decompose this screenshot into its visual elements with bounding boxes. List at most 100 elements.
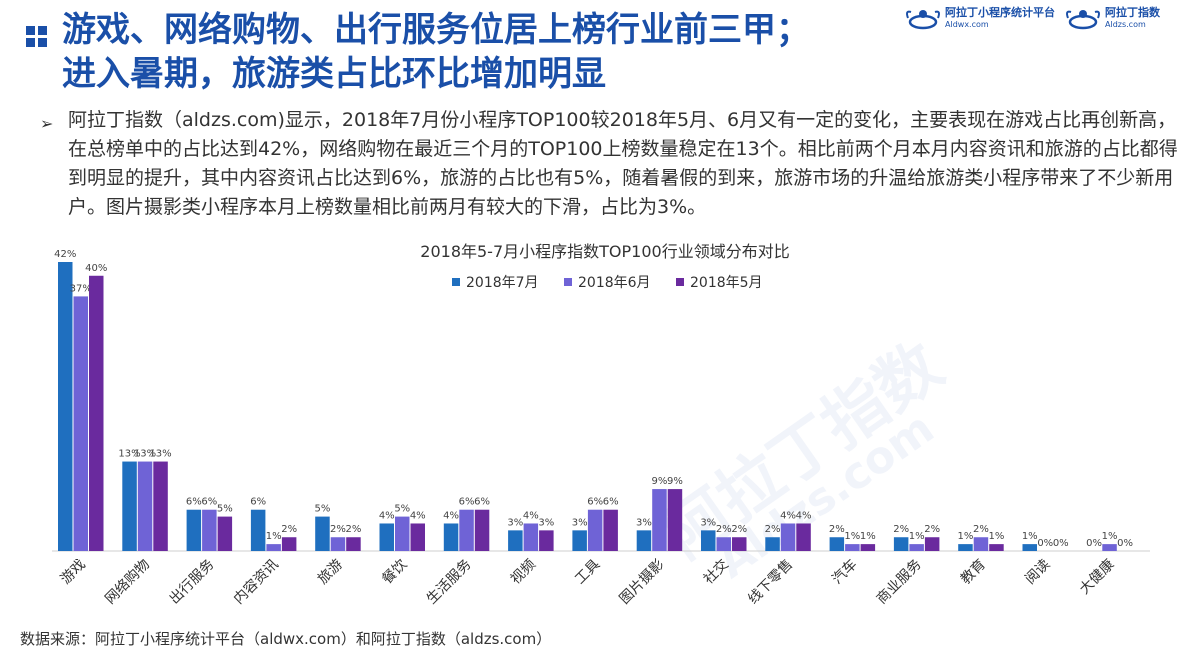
data-label-2-2: 5% [217,504,233,515]
legend-label-1: 2018年6月 [578,275,651,291]
chart-title: 2018年5-7月小程序指数TOP100行业领域分布对比 [420,242,789,261]
logo-group: 阿拉丁小程序统计平台 Aldwx.com 阿拉丁指数 Aldzs.com [905,6,1160,32]
bar-6-2 [474,509,490,551]
data-label-1-0: 13% [118,449,140,460]
bar-4-0 [315,516,330,551]
data-label-10-2: 2% [731,524,747,535]
data-label-9-1: 9% [652,476,668,487]
category-label-4: 旅游 [315,557,346,588]
bar-7-0 [508,530,523,551]
data-label-13-2: 2% [924,524,940,535]
category-label-6: 生活服务 [424,557,475,608]
data-label-12-1: 1% [844,531,860,542]
bar-10-0 [701,530,716,551]
bar-0-1 [73,296,88,551]
bar-5-1 [395,516,410,551]
aldzs-logo-url: Aldzs.com [1105,20,1146,29]
bar-chart: 2018年5-7月小程序指数TOP100行业领域分布对比 2018年7月 2018年… [52,242,1150,608]
bar-2-1 [202,509,217,551]
data-label-16-0: 0% [1086,538,1102,549]
bar-2-2 [217,516,233,551]
category-label-12: 汽车 [829,556,861,588]
bar-9-1 [652,489,667,551]
bullet-arrow-icon: ➢ [40,114,54,133]
bar-13-0 [893,537,909,551]
category-label-2: 出行服务 [167,557,218,608]
aldzs-logo-name: 阿拉丁指数 [1105,6,1160,19]
bar-14-2 [989,544,1004,551]
data-label-4-2: 2% [346,524,362,535]
data-label-1-2: 13% [149,449,171,460]
data-label-6-0: 4% [443,510,459,521]
category-label-11: 线下零售 [745,557,796,608]
data-label-6-2: 6% [474,497,490,508]
category-label-13: 商业服务 [874,557,925,608]
data-source: 数据来源：阿拉丁小程序统计平台（aldwx.com）和阿拉丁指数（aldzs.c… [20,630,552,648]
data-label-7-2: 3% [538,517,554,528]
bar-1-0 [122,461,137,551]
data-label-3-0: 6% [250,497,266,508]
bar-9-0 [636,530,652,551]
bar-6-1 [459,509,474,551]
legend-swatch-0 [452,278,460,286]
bar-12-0 [829,537,845,551]
aldwx-logo-name: 阿拉丁小程序统计平台 [945,6,1055,19]
category-label-3: 内容资讯 [230,556,282,608]
data-label-8-1: 6% [587,497,603,508]
data-label-7-1: 4% [523,510,539,521]
data-label-11-0: 2% [765,524,781,535]
legend-swatch-1 [564,278,572,286]
bar-3-1 [266,544,281,551]
bar-1-2 [153,461,168,551]
aldwx-logo: 阿拉丁小程序统计平台 Aldwx.com [905,6,1055,32]
bar-11-2 [796,523,811,551]
data-label-8-0: 3% [572,517,588,528]
aladdin-lamp-icon [906,10,940,30]
page-title: 游戏、网络购物、出行服务位居上榜行业前三甲； 进入暑期，旅游类占比环比增加明显 [62,8,862,96]
bar-3-0 [250,509,266,551]
legend-swatch-2 [676,278,684,286]
data-label-5-2: 4% [410,510,426,521]
bar-3-2 [281,537,297,551]
bar-5-2 [410,523,425,551]
bar-14-1 [973,537,989,551]
bar-8-2 [603,509,618,551]
data-label-6-1: 6% [459,497,475,508]
aldwx-logo-url: Aldwx.com [945,20,989,29]
category-label-0: 游戏 [58,557,89,588]
data-label-1-1: 13% [134,449,156,460]
category-label-7: 视频 [508,557,539,588]
data-label-14-0: 1% [958,531,974,542]
data-label-14-2: 1% [989,531,1005,542]
bar-7-2 [539,530,554,551]
aladdin-lamp-icon [1066,10,1100,30]
data-label-16-2: 0% [1117,538,1133,549]
bar-4-2 [346,537,361,551]
bar-10-1 [716,537,731,551]
bar-11-0 [765,537,780,551]
legend-label-0: 2018年7月 [466,275,539,291]
data-label-7-0: 3% [507,517,523,528]
data-label-4-0: 5% [315,504,331,515]
data-label-5-0: 4% [379,510,395,521]
data-label-15-2: 0% [1053,538,1069,549]
data-label-11-2: 4% [796,510,812,521]
summary-paragraph: 阿拉丁指数（aldzs.com)显示，2018年7月份小程序TOP100较201… [68,109,1178,218]
category-label-16: 大健康 [1076,556,1118,598]
data-label-12-2: 1% [860,531,876,542]
bar-6-0 [443,523,459,551]
bar-11-1 [780,523,796,551]
bar-13-1 [909,544,924,551]
aldzs-logo: 阿拉丁指数 Aldzs.com [1065,6,1160,32]
bar-4-1 [330,537,346,551]
data-label-11-1: 4% [780,510,796,521]
data-label-2-0: 6% [186,497,202,508]
bar-15-0 [1022,544,1037,551]
bar-7-1 [523,523,539,551]
data-label-8-2: 6% [603,497,619,508]
bar-12-2 [860,544,876,551]
data-label-13-0: 2% [893,524,909,535]
category-label-8: 工具 [572,557,603,588]
data-label-15-1: 0% [1037,538,1053,549]
bar-5-0 [379,523,394,551]
